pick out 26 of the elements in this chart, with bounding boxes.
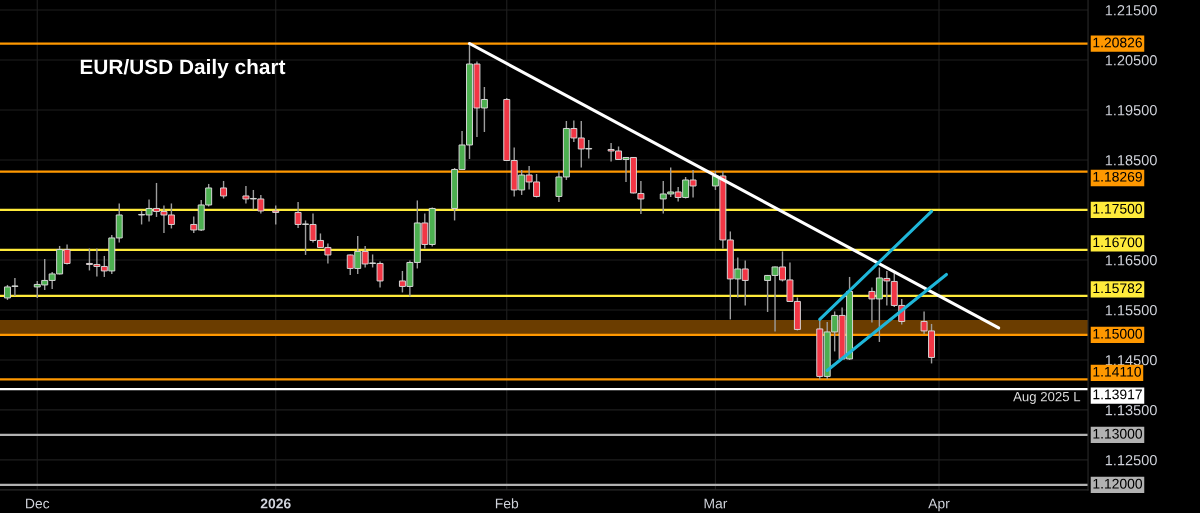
ref-line-label: 1.14110 (1093, 366, 1142, 377)
ref-line-label: 1.20826 (1093, 37, 1142, 48)
ref-line-label: 1.16700 (1093, 237, 1143, 248)
ref-line-label: 1.15782 (1093, 283, 1142, 294)
ref-line-label: 1.13000 (1093, 428, 1143, 439)
ref-line-label: 1.17500 (1093, 203, 1143, 214)
ref-line-label: 1.18269 (1093, 171, 1142, 182)
ref-line-label: 1.13917 (1093, 389, 1142, 400)
x-tick-label: 2026 (260, 498, 291, 509)
x-tick-label: Dec (26, 498, 50, 509)
y-tick-label: 1.13500 (1105, 405, 1157, 416)
y-tick-label: 1.16500 (1105, 255, 1157, 266)
x-tick-label: Apr (928, 498, 950, 512)
y-tick-label: 1.18500 (1105, 155, 1157, 166)
x-tick-label: Mar (704, 498, 728, 509)
y-tick-label: 1.21500 (1105, 5, 1157, 16)
y-tick-label: 1.19500 (1105, 105, 1157, 116)
y-tick-label: 1.20500 (1105, 55, 1157, 66)
ref-line-label: 1.12000 (1093, 478, 1143, 489)
ref-line-label: 1.15000 (1093, 328, 1143, 339)
x-tick-label: Feb (495, 498, 519, 509)
y-tick-label: 1.12500 (1105, 455, 1157, 466)
text: EUR/USD Daily chart (80, 58, 286, 79)
y-tick-label: 1.15500 (1105, 305, 1157, 316)
annotation: Aug 2025 L (1013, 391, 1081, 404)
y-tick-label: 1.14500 (1105, 355, 1157, 366)
